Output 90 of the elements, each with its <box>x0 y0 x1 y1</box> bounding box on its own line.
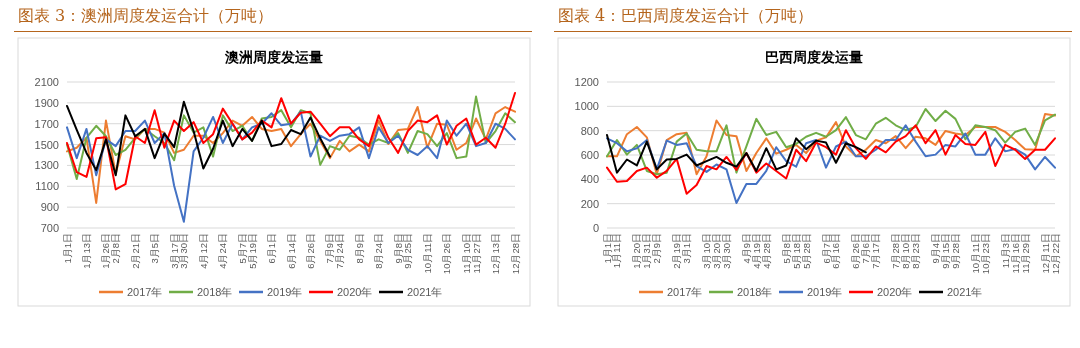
x-tick-label: 3月5日 <box>149 233 161 264</box>
x-tick-label: 3月17日 <box>168 233 180 269</box>
y-tick-label: 1500 <box>34 138 59 151</box>
x-tick-label: 7月28日 <box>890 233 902 269</box>
x-tick-label: 8月24日 <box>373 233 385 269</box>
x-tick-label: 3月10日 <box>701 233 713 269</box>
x-tick-label: 4月9日 <box>740 233 752 264</box>
y-tick-label: 1100 <box>35 180 59 193</box>
legend-label: 2017年 <box>127 286 163 298</box>
x-tick-label: 5月28日 <box>800 233 812 269</box>
x-tick-label: 4月24日 <box>217 233 229 269</box>
chart-title: 图表 4：巴西周度发运合计（万吨） <box>558 6 814 27</box>
y-tick-label: 1000 <box>574 100 599 113</box>
x-tick-label: 1月26日 <box>100 233 112 269</box>
x-tick-label: 2月8日 <box>110 233 122 264</box>
x-tick-label: 11月27日 <box>470 233 482 274</box>
x-tick-label: 3月1日 <box>681 233 693 264</box>
x-tick-label: 10月11日 <box>421 233 433 274</box>
x-tick-label: 6月7日 <box>820 233 832 264</box>
x-tick-label: 11月29日 <box>1019 233 1031 274</box>
x-tick-label: 4月12日 <box>197 233 209 269</box>
x-tick-label: 1月11日 <box>611 233 623 269</box>
x-tick-label: 12月11日 <box>1039 233 1051 274</box>
x-tick-label: 10月11日 <box>969 233 981 274</box>
legend-label: 2018年 <box>197 286 233 298</box>
x-tick-label: 9月25日 <box>402 233 414 269</box>
y-tick-label: 200 <box>580 197 599 210</box>
x-tick-label: 5月7日 <box>236 233 248 264</box>
legend-label: 2020年 <box>877 286 913 298</box>
y-tick-label: 1300 <box>34 159 59 172</box>
legend-label: 2017年 <box>667 286 703 298</box>
x-tick-label: 11月3日 <box>999 233 1011 269</box>
x-tick-label: 3月30日 <box>178 233 190 269</box>
legend-label: 2020年 <box>337 286 373 298</box>
x-tick-label: 8月10日 <box>900 233 912 269</box>
x-tick-label: 5月19日 <box>246 233 258 269</box>
x-tick-label: 1月20日 <box>631 233 643 269</box>
x-tick-label: 6月16日 <box>830 233 842 269</box>
y-tick-label: 1200 <box>574 76 599 88</box>
x-tick-label: 9月4日 <box>930 233 942 264</box>
x-tick-label: 12月13日 <box>490 233 502 275</box>
y-tick-label: 800 <box>580 124 599 137</box>
x-tick-label: 12月28日 <box>509 233 521 275</box>
x-tick-label: 4月19日 <box>750 233 762 269</box>
x-tick-label: 8月9日 <box>353 233 365 264</box>
legend-label: 2018年 <box>737 286 773 298</box>
x-tick-label: 7月24日 <box>334 233 346 269</box>
x-tick-label: 6月26日 <box>850 233 862 269</box>
x-tick-label: 7月17日 <box>870 233 882 269</box>
x-tick-label: 9月28日 <box>949 233 961 269</box>
x-tick-label: 8月23日 <box>910 233 922 269</box>
y-tick-label: 2100 <box>34 76 59 88</box>
x-tick-label: 6月26日 <box>304 233 316 269</box>
x-tick-label: 1月1日 <box>61 233 73 264</box>
y-tick-label: 1700 <box>34 117 59 130</box>
chart-subtitle: 澳洲周度发运量 <box>224 49 323 65</box>
x-tick-label: 5月18日 <box>790 233 802 269</box>
x-tick-label: 2月19日 <box>671 233 683 269</box>
x-tick-label: 6月1日 <box>266 233 278 264</box>
x-tick-label: 2月21日 <box>129 233 141 269</box>
legend-label: 2019年 <box>807 286 843 298</box>
x-tick-label: 1月31日 <box>641 233 653 269</box>
x-tick-label: 10月26日 <box>441 233 453 275</box>
y-tick-label: 0 <box>592 222 599 234</box>
y-tick-label: 900 <box>40 201 59 214</box>
y-tick-label: 400 <box>580 173 599 186</box>
x-tick-label: 11月16日 <box>1009 233 1021 274</box>
legend-label: 2021年 <box>407 286 443 298</box>
x-tick-label: 3月20日 <box>711 233 723 269</box>
x-tick-label: 7月9日 <box>324 233 336 264</box>
y-tick-label: 700 <box>40 222 59 234</box>
x-tick-label: 7月6日 <box>860 233 872 264</box>
legend-label: 2021年 <box>947 286 983 298</box>
x-tick-label: 5月8日 <box>780 233 792 264</box>
y-tick-label: 600 <box>580 149 599 161</box>
x-tick-label: 12月22日 <box>1049 233 1061 275</box>
x-tick-label: 2月9日 <box>651 233 663 264</box>
x-tick-label: 11月10日 <box>460 233 472 274</box>
x-tick-label: 9月8日 <box>392 233 404 264</box>
x-tick-label: 4月28日 <box>760 233 772 269</box>
x-tick-label: 1月1日 <box>601 233 613 264</box>
x-tick-label: 6月14日 <box>285 233 297 269</box>
x-tick-label: 10月23日 <box>979 233 991 275</box>
chart-subtitle: 巴西周度发运量 <box>765 49 863 65</box>
x-tick-label: 3月30日 <box>720 233 732 269</box>
y-tick-label: 1900 <box>34 96 59 109</box>
chart-title: 图表 3：澳洲周度发运合计（万吨） <box>18 6 274 27</box>
legend-label: 2019年 <box>267 286 303 298</box>
x-tick-label: 1月13日 <box>80 233 92 269</box>
x-tick-label: 9月15日 <box>939 233 951 269</box>
